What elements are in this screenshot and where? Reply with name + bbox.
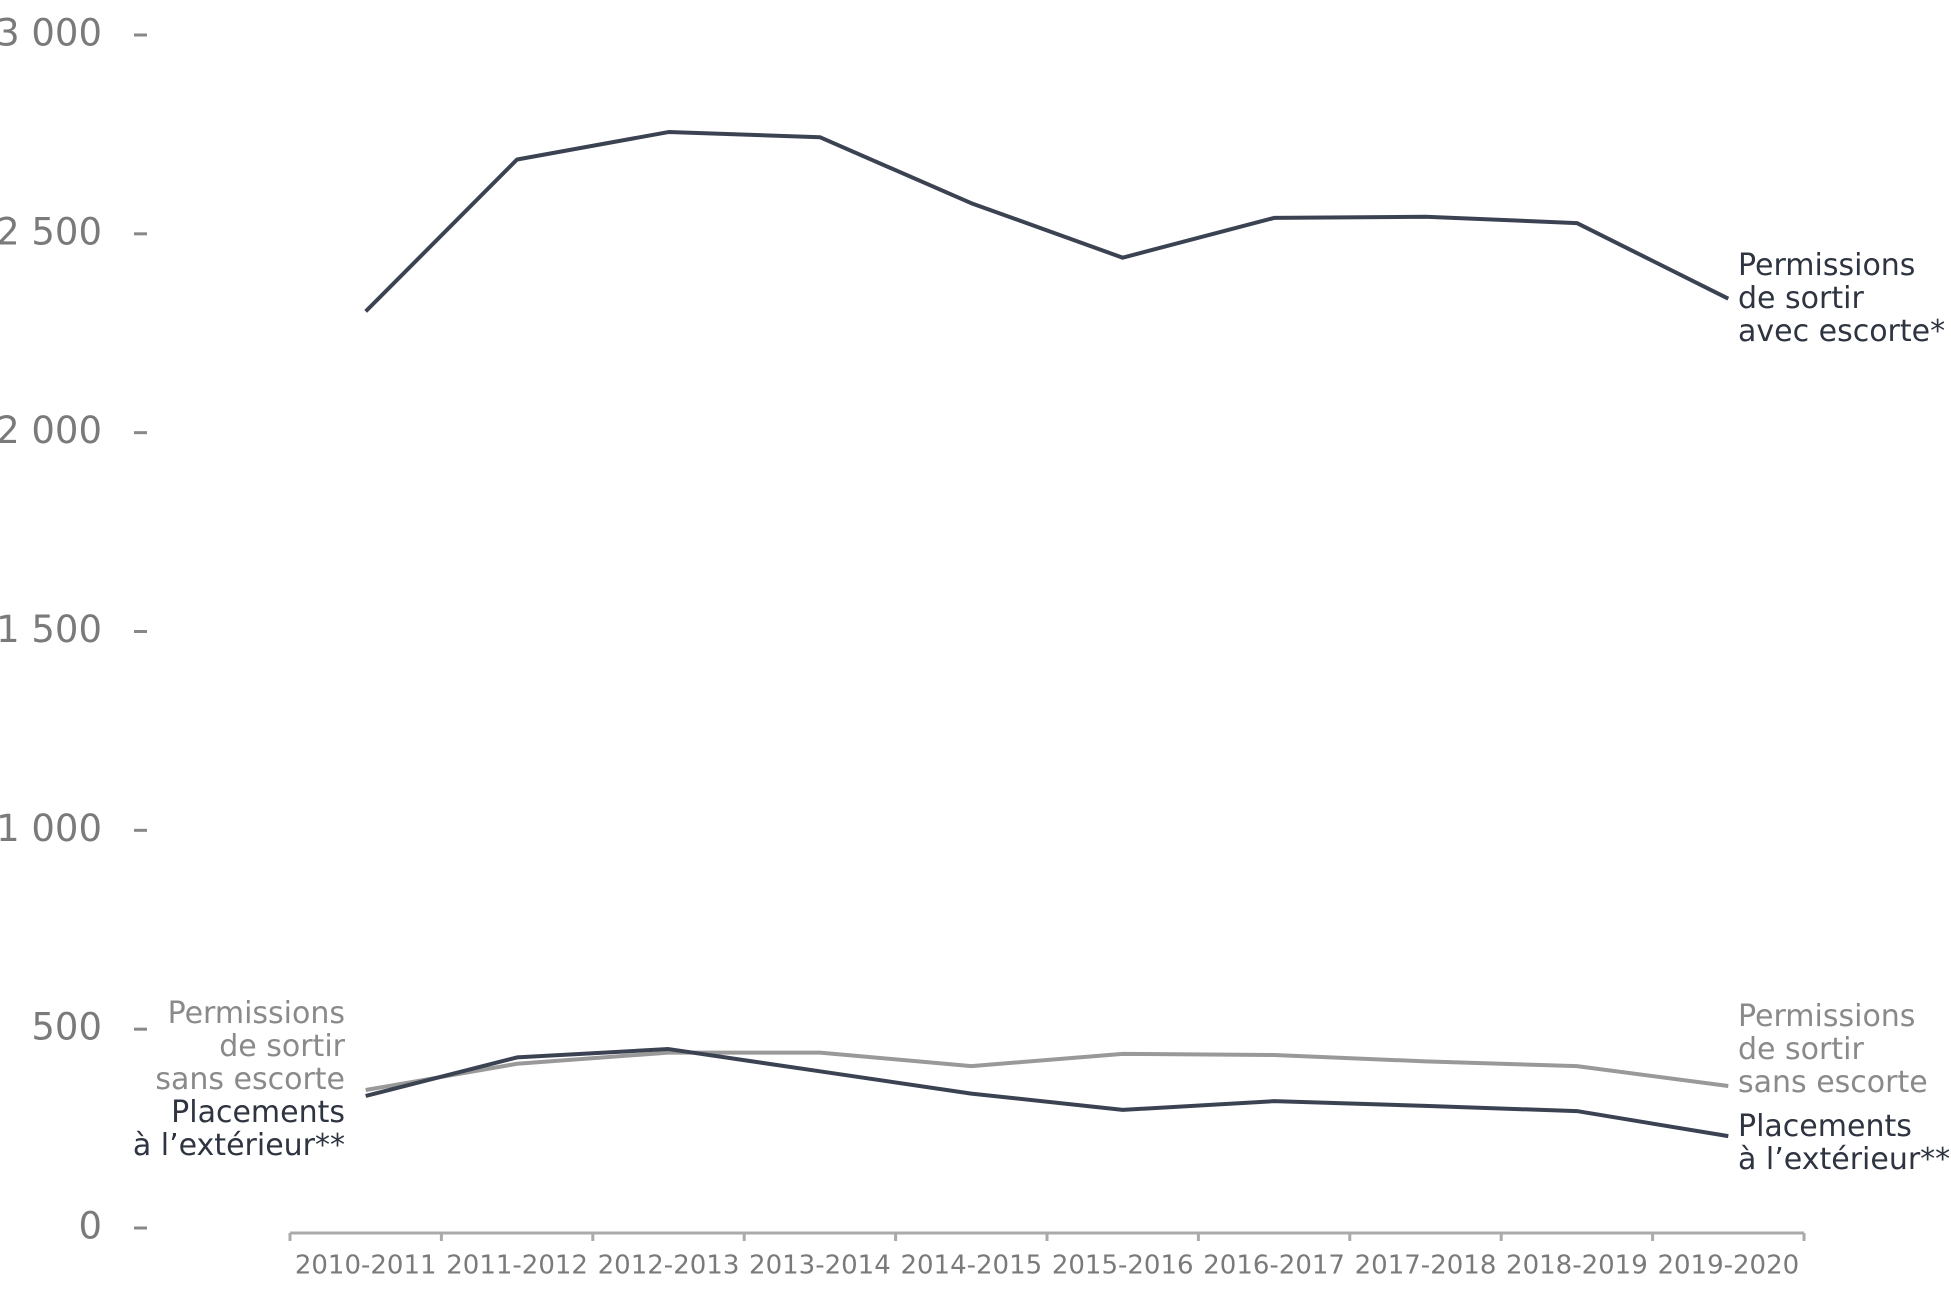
series-line: [365, 1047, 1729, 1139]
series-line: [364, 130, 1730, 313]
x-tick-label: 2016-2017: [1203, 1251, 1345, 1281]
x-tick-label: 2019-2020: [1657, 1251, 1799, 1281]
x-tick-label: 2017-2018: [1355, 1251, 1497, 1281]
y-tick-label: 3 000: [0, 12, 102, 55]
x-tick-label: 2014-2015: [900, 1251, 1042, 1281]
x-tick-label: 2011-2012: [446, 1251, 588, 1281]
y-tick-label: 1 000: [0, 807, 102, 850]
x-tick-label: 2015-2016: [1052, 1251, 1194, 1281]
x-tick-label: 2012-2013: [598, 1251, 740, 1281]
y-tick-label: 500: [31, 1006, 102, 1049]
series-label: Permissions de sortir sans escorte: [1738, 999, 1928, 1100]
series-label: Placements à l’extérieur**: [132, 1095, 345, 1163]
x-tick-label: 2010-2011: [295, 1251, 437, 1281]
series-label: Placements à l’extérieur**: [1738, 1109, 1951, 1177]
series-label: Permissions de sortir sans escorte: [155, 996, 345, 1097]
y-tick-label: 1 500: [0, 608, 102, 651]
y-tick-label: 2 000: [0, 409, 102, 452]
x-tick-label: 2018-2019: [1506, 1251, 1648, 1281]
series-line: [365, 1050, 1729, 1092]
x-tick-label: 2013-2014: [749, 1251, 891, 1281]
y-tick-label: 2 500: [0, 210, 102, 253]
y-tick-label: 0: [78, 1205, 102, 1248]
series-label: Permissions de sortir avec escorte*: [1738, 248, 1946, 349]
